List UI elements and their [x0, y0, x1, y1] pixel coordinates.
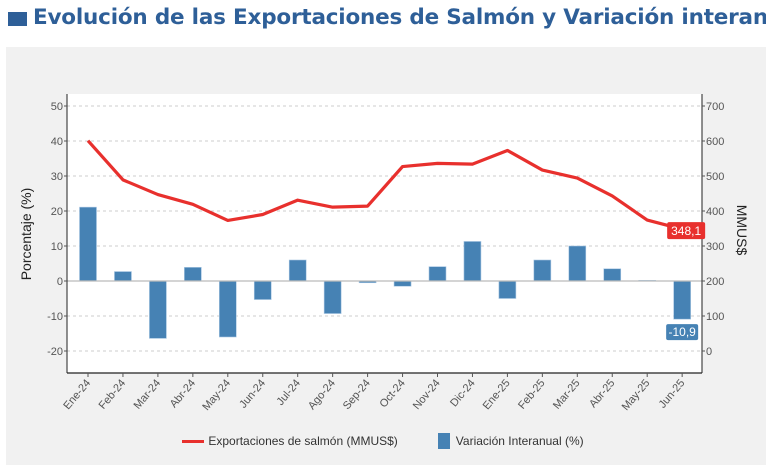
bar [533, 259, 552, 282]
x-tick-label: Mar-24 [132, 377, 164, 411]
line-series [86, 139, 683, 231]
chart-title: Evolución de las Exportaciones de Salmón… [8, 2, 766, 32]
left-tick-label: 30 [51, 171, 63, 183]
right-axis-ticks: 0 100 200 300 400 500 600 700 [702, 101, 724, 358]
right-tick-label: 300 [706, 241, 724, 253]
x-tick-label: Ene-24 [61, 377, 93, 412]
bar [463, 241, 482, 282]
bar [288, 259, 307, 282]
left-tick-label: -10 [47, 311, 63, 323]
legend-item-line[interactable]: Exportaciones de salmón (MMUS$) [182, 434, 398, 448]
bar [673, 280, 691, 320]
x-tick-label: Ago-24 [306, 377, 338, 412]
bar-value-label-bg [666, 324, 699, 341]
bar [393, 280, 412, 287]
left-tick-label: 0 [57, 276, 63, 288]
x-tick-label: Ene-25 [481, 377, 513, 412]
bar-value-label-text: -10,9 [668, 325, 696, 339]
right-axis-title: MMUS$ [734, 205, 750, 256]
legend-line-label: Exportaciones de salmón (MMUS$) [208, 434, 398, 448]
bar [184, 267, 202, 282]
left-axis-title: Porcentaje (%) [18, 188, 34, 281]
left-axis-ticks: -20 -10 0 10 20 30 40 50 [47, 101, 67, 358]
right-tick-label: 100 [706, 311, 724, 323]
right-tick-label: 200 [706, 276, 724, 288]
bar [219, 280, 237, 338]
x-tick-label: Nov-24 [411, 377, 443, 412]
left-tick-label: 20 [51, 206, 63, 218]
x-tick-label: Jun-24 [237, 377, 268, 410]
legend-item-bar[interactable]: Variación Interanual (%) [437, 433, 584, 449]
bar [149, 280, 167, 339]
bar [428, 266, 447, 282]
bar [323, 280, 342, 314]
left-tick-label: 10 [51, 241, 63, 253]
line-value-label: 348,1 [667, 222, 706, 240]
x-tick-label: Jul-24 [275, 377, 303, 408]
x-axis-ticks: Ene-24 Feb-24 Mar-24 Abr-24 May-24 Jun-24 Jul-… [61, 373, 687, 413]
left-tick-label: 40 [51, 136, 63, 148]
gridlines [67, 105, 702, 352]
right-tick-label: 500 [706, 171, 724, 183]
x-tick-label: Jun-25 [657, 377, 688, 410]
right-tick-label: 600 [706, 136, 724, 148]
bar [498, 280, 517, 299]
x-tick-label: Mar-25 [551, 377, 583, 411]
left-tick-label: -20 [47, 346, 63, 358]
title-marker-icon [8, 12, 27, 26]
annotations: 348,1 -10,9 [666, 222, 706, 341]
x-tick-label: May-25 [620, 377, 653, 413]
x-tick-label: Abr-24 [168, 377, 198, 410]
x-tick-label: Abr-25 [587, 377, 617, 410]
legend-bar-swatch [437, 433, 450, 449]
legend: Exportaciones de salmón (MMUS$) Variació… [0, 433, 766, 449]
x-tick-label: Feb-25 [516, 377, 548, 411]
legend-bar-label: Variación Interanual (%) [455, 434, 584, 448]
right-tick-label: 0 [706, 346, 712, 358]
x-tick-label: Oct-24 [377, 377, 407, 410]
chart-title-text: Evolución de las Exportaciones de Salmón… [33, 4, 766, 30]
bar-value-label: -10,9 [666, 324, 699, 341]
bar [253, 280, 272, 300]
legend-line-swatch [182, 439, 205, 443]
right-tick-label: 700 [706, 101, 724, 113]
bar [79, 206, 97, 282]
left-tick-label: 50 [51, 101, 63, 113]
x-tick-label: Sep-24 [341, 377, 373, 412]
bar [114, 271, 132, 282]
line-value-label-text: 348,1 [671, 224, 701, 238]
x-tick-label: May-24 [200, 377, 233, 413]
x-tick-label: Dic-24 [448, 377, 478, 409]
line-exportaciones [86, 139, 683, 231]
bars [79, 206, 691, 339]
x-tick-label: Feb-24 [97, 377, 129, 411]
bar [603, 268, 622, 282]
line-value-label-bg [667, 222, 706, 240]
bar [568, 245, 587, 282]
right-tick-label: 400 [706, 206, 724, 218]
